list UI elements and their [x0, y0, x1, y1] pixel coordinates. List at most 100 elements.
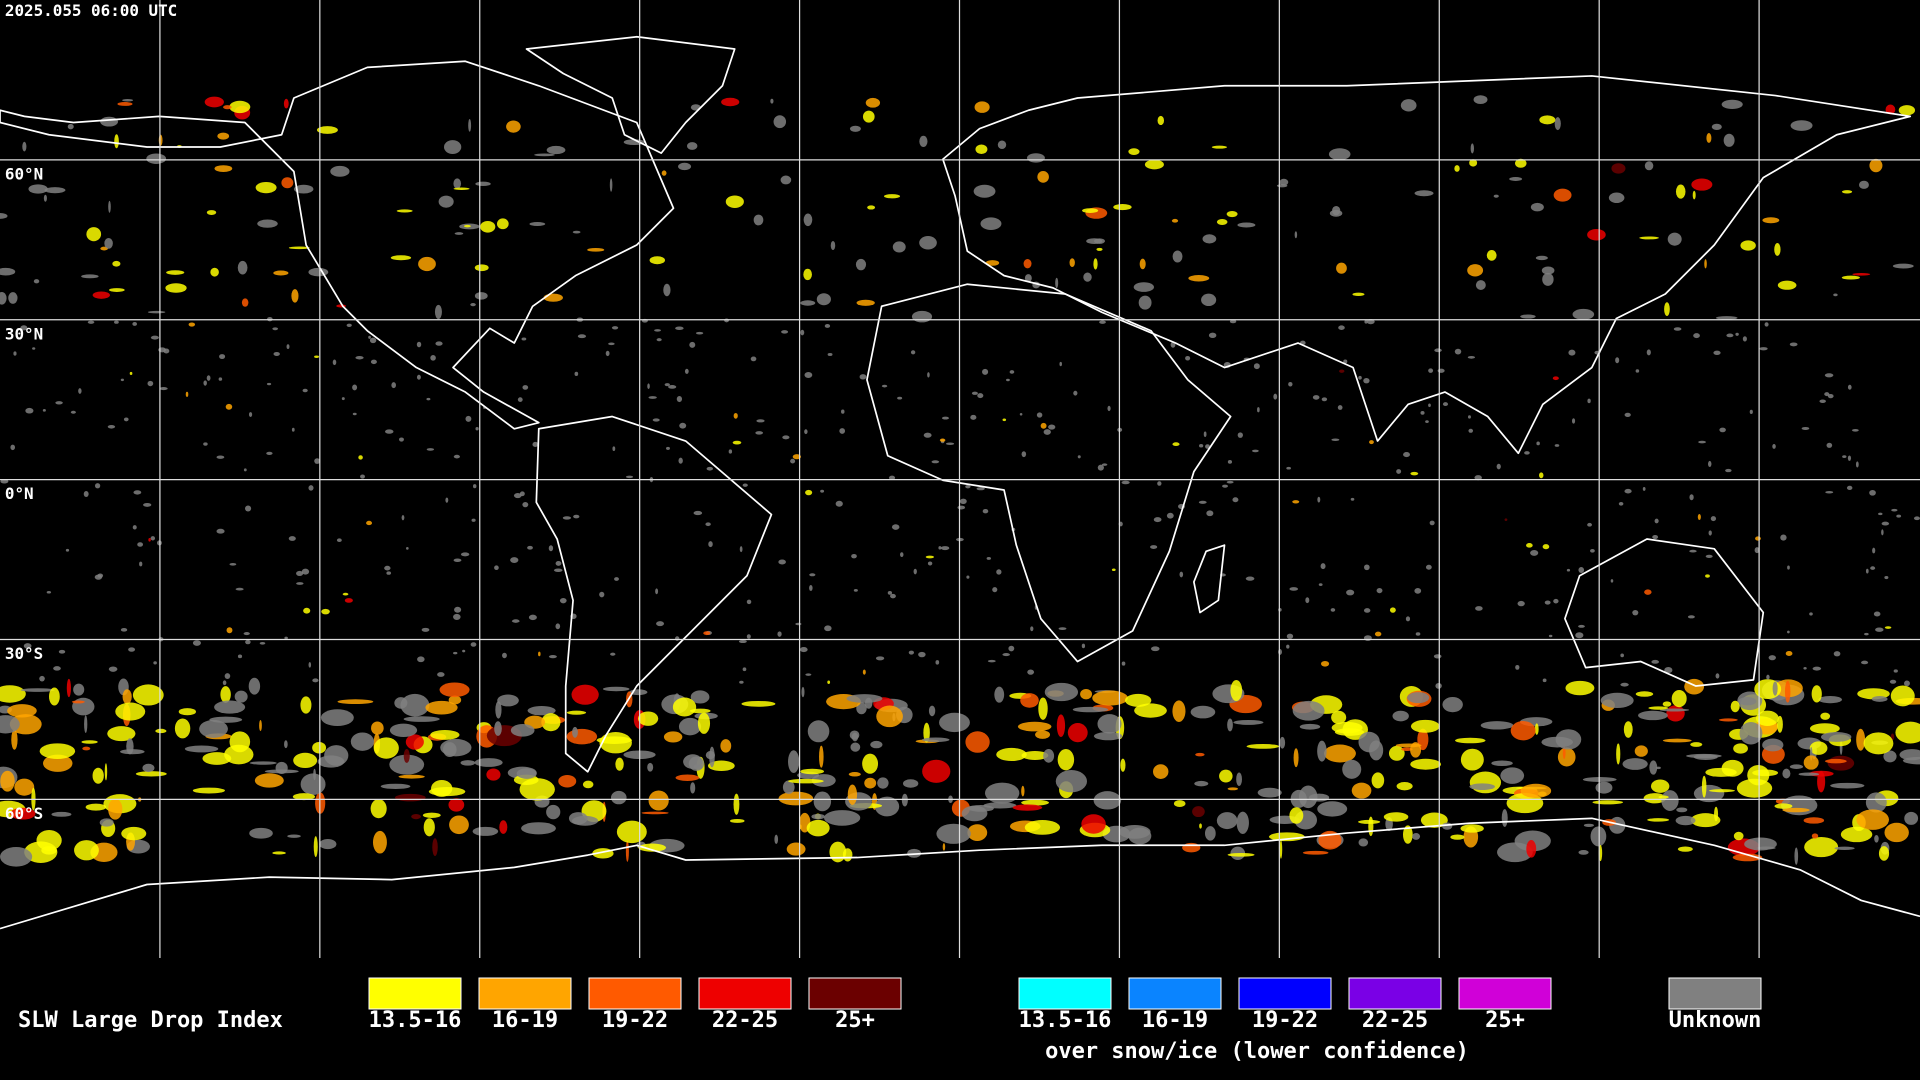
cloud-patch — [1689, 549, 1697, 553]
cloud-patch — [226, 627, 233, 634]
cloud-patch — [827, 353, 833, 356]
cloud-patch — [272, 327, 279, 331]
cloud-patch — [532, 441, 539, 447]
cloud-patch — [1374, 631, 1382, 637]
eurasia — [942, 75, 1912, 455]
cloud-patch — [344, 598, 353, 603]
cloud-patch — [206, 375, 211, 381]
cloud-patch — [255, 181, 277, 194]
cloud-patch — [655, 588, 659, 595]
cloud-patch — [1305, 597, 1310, 604]
cloud-patch — [104, 763, 108, 781]
cloud-patch — [674, 636, 680, 641]
cloud-patch — [800, 329, 805, 336]
cloud-patch — [1469, 771, 1502, 794]
cloud-patch — [1755, 536, 1761, 541]
cloud-patch — [1339, 369, 1345, 373]
cloud-patch — [1649, 760, 1658, 775]
cloud-patch — [163, 348, 170, 354]
legend-swatch — [1348, 977, 1442, 1010]
cloud-patch — [46, 590, 52, 594]
cloud-patch — [1646, 349, 1651, 356]
cloud-patch — [132, 684, 164, 706]
cloud-patch — [804, 429, 808, 435]
cloud-patch — [153, 661, 157, 665]
cloud-patch — [1101, 463, 1108, 466]
cloud-patch — [529, 222, 546, 227]
cloud-patch — [1279, 178, 1289, 186]
cloud-patch — [961, 805, 988, 822]
cloud-patch — [690, 690, 710, 704]
cloud-patch — [908, 650, 914, 655]
cloud-patch — [997, 140, 1007, 150]
cloud-patch — [1691, 178, 1713, 191]
cloud-patch — [1442, 402, 1449, 407]
cloud-patch — [1317, 496, 1321, 503]
cloud-patch — [1693, 333, 1700, 339]
cloud-patch — [43, 194, 47, 202]
cloud-patch — [1043, 748, 1055, 763]
cloud-patch — [1317, 801, 1348, 817]
cloud-patch — [155, 728, 167, 734]
cloud-patch — [1358, 375, 1362, 380]
cloud-patch — [513, 492, 522, 499]
cloud-patch — [1826, 442, 1833, 448]
cloud-patch — [1107, 405, 1111, 412]
cloud-patch — [1199, 443, 1204, 448]
cloud-patch — [39, 743, 76, 759]
cloud-patch — [471, 518, 476, 522]
cloud-patch — [1383, 812, 1409, 822]
cloud-patch — [527, 545, 533, 550]
cloud-patch — [1565, 680, 1595, 696]
cloud-patch — [1227, 787, 1239, 791]
cloud-patch — [1072, 706, 1109, 713]
cloud-patch — [654, 329, 661, 332]
cloud-patch — [1195, 752, 1205, 757]
cloud-patch — [20, 688, 55, 692]
cloud-patch — [1288, 382, 1293, 387]
cloud-patch — [849, 125, 861, 132]
cloud-patch — [428, 787, 466, 797]
cloud-patch — [1358, 731, 1380, 753]
cloud-patch — [1811, 685, 1822, 703]
cloud-patch — [1328, 148, 1351, 161]
cloud-patch — [1798, 772, 1820, 776]
cloud-patch — [959, 498, 967, 504]
cloud-patch — [434, 304, 442, 320]
cloud-patch — [862, 753, 879, 774]
cloud-patch — [521, 822, 556, 835]
cloud-patch — [206, 210, 217, 215]
cloud-patch — [1364, 564, 1370, 571]
cloud-patch — [1824, 392, 1830, 397]
cloud-patch — [987, 659, 996, 663]
cloud-patch — [67, 123, 74, 130]
cloud-patch — [1337, 405, 1343, 410]
cloud-patch — [1842, 455, 1847, 459]
cloud-patch — [502, 652, 507, 659]
cloud-patch — [1229, 319, 1237, 324]
cloud-patch — [1865, 792, 1887, 813]
cloud-patch — [287, 834, 301, 838]
cloud-patch — [312, 678, 319, 683]
cloud-patch — [697, 712, 711, 734]
cloud-patch — [918, 651, 926, 658]
cloud-patch — [967, 824, 988, 841]
cloud-patch — [1705, 574, 1710, 578]
cloud-patch — [1892, 263, 1914, 269]
cloud-patch — [1077, 455, 1081, 459]
cloud-patch — [1872, 547, 1876, 554]
cloud-patch — [1639, 236, 1659, 240]
cloud-patch — [862, 110, 875, 123]
cloud-patch — [753, 214, 764, 226]
cloud-patch — [1222, 484, 1228, 488]
cloud-patch — [1642, 486, 1646, 491]
cloud-patch — [1701, 775, 1707, 798]
cloud-patch — [1069, 258, 1075, 268]
cloud-patch — [1043, 429, 1051, 435]
cloud-patch — [308, 662, 312, 668]
cloud-patch — [985, 260, 1000, 266]
cloud-patch — [1351, 782, 1372, 799]
cloud-patch — [1568, 349, 1576, 356]
cloud-patch — [1840, 826, 1873, 843]
